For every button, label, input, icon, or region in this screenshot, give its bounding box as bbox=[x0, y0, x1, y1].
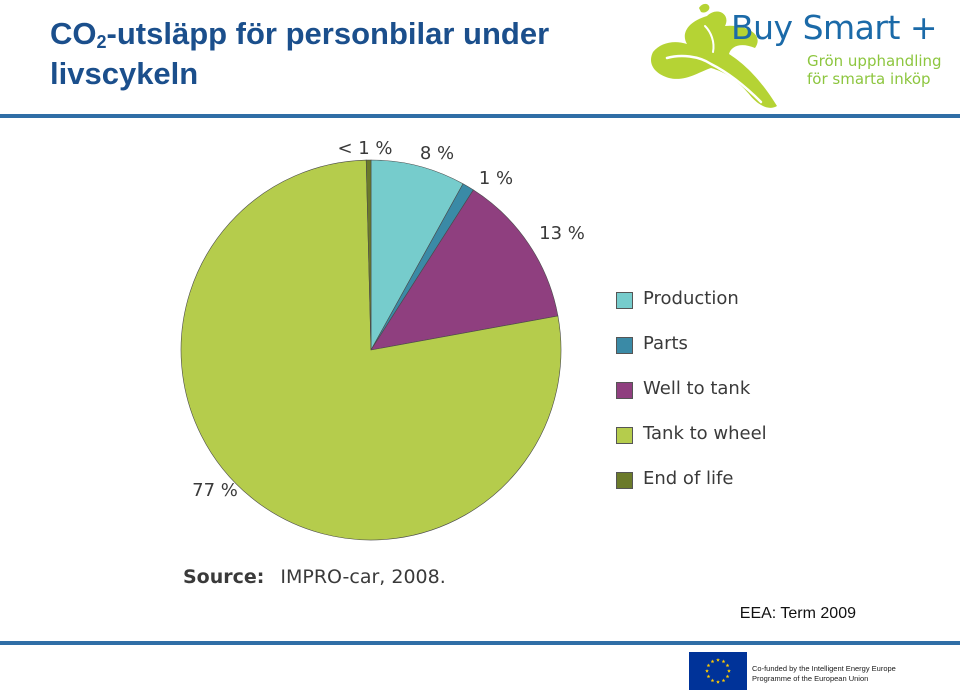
pie-slice-well-to-tank bbox=[370, 189, 559, 351]
eu-star-icon bbox=[716, 658, 720, 662]
title-subscript: 2 bbox=[96, 32, 107, 52]
legend-swatch-parts bbox=[616, 337, 633, 354]
title-rest: -utsläpp för personbilar under livscykel… bbox=[50, 16, 550, 91]
footer-divider bbox=[0, 641, 960, 645]
eu-star-icon bbox=[710, 678, 715, 683]
source-text: IMPRO-car, 2008. bbox=[280, 566, 446, 588]
eu-star-icon bbox=[716, 680, 720, 684]
logo-tagline: Grön upphandling för smarta inköp bbox=[807, 52, 942, 88]
eu-text-line-2: Programme of the European Union bbox=[752, 674, 869, 683]
pie-slice-tank-to-wheel bbox=[180, 159, 562, 541]
slide-title: CO2-utsläpp för personbilar under livscy… bbox=[50, 14, 650, 94]
data-label-end-of-life: < 1 % bbox=[337, 138, 392, 159]
title-prefix: CO bbox=[50, 16, 97, 51]
logo-name: Buy Smart + bbox=[731, 8, 938, 47]
eu-cofunding-text: Co-funded by the Intelligent Energy Euro… bbox=[752, 664, 896, 684]
legend-label-well-to-tank: Well to tank bbox=[643, 378, 751, 399]
data-label-tank-to-wheel: 77 % bbox=[192, 480, 238, 501]
eu-star-icon bbox=[706, 674, 711, 679]
legend-label-parts: Parts bbox=[643, 333, 688, 354]
pie-slice-end-of-life bbox=[365, 159, 372, 351]
legend-label-tank-to-wheel: Tank to wheel bbox=[643, 423, 767, 444]
data-label-parts: 1 % bbox=[479, 168, 513, 189]
pie-chart: 8 % 1 % 13 % 77 % < 1 % bbox=[180, 138, 585, 541]
eu-star-icon bbox=[710, 659, 715, 664]
legend-label-production: Production bbox=[643, 288, 739, 309]
credit-text: EEA: Term 2009 bbox=[739, 605, 856, 622]
eu-star-icon bbox=[721, 678, 726, 683]
data-label-production: 8 % bbox=[420, 143, 454, 164]
legend-swatch-production bbox=[616, 292, 633, 309]
legend-swatch-end-of-life bbox=[616, 472, 633, 489]
eu-star-icon bbox=[706, 663, 711, 668]
eu-star-icon bbox=[705, 669, 709, 673]
chart-source: Source: IMPRO-car, 2008. bbox=[183, 566, 446, 588]
pie-slice-production bbox=[370, 159, 464, 352]
data-label-well-to-tank: 13 % bbox=[539, 223, 585, 244]
legend-label-end-of-life: End of life bbox=[643, 468, 734, 489]
legend-swatch-well-to-tank bbox=[616, 382, 633, 399]
buy-smart-logo: Buy Smart + Grön upphandling för smarta … bbox=[645, 2, 950, 112]
eu-flag-icon bbox=[689, 652, 747, 690]
logo-tagline-line-1: Grön upphandling bbox=[807, 52, 942, 70]
eu-star-icon bbox=[727, 669, 731, 673]
header-divider bbox=[0, 114, 960, 118]
eu-text-line-1: Co-funded by the Intelligent Energy Euro… bbox=[752, 664, 896, 673]
eu-star-icon bbox=[725, 674, 730, 679]
eu-star-icon bbox=[721, 659, 726, 664]
leaf-logo-icon bbox=[650, 3, 777, 108]
legend-swatch-tank-to-wheel bbox=[616, 427, 633, 444]
eu-star-icon bbox=[725, 663, 730, 668]
source-label: Source: bbox=[183, 566, 265, 588]
logo-tagline-line-2: för smarta inköp bbox=[807, 70, 931, 88]
